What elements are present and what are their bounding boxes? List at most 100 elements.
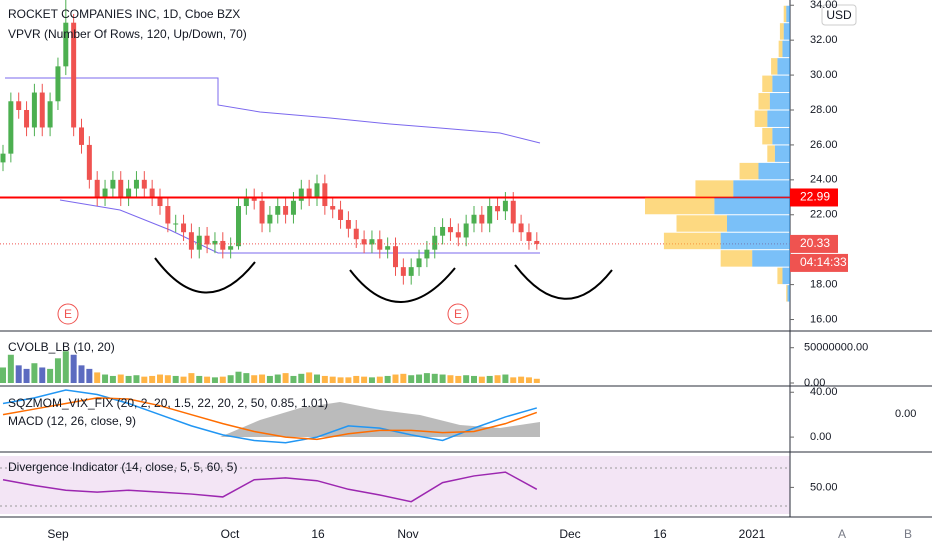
- profile-up: [772, 127, 790, 145]
- candle-body: [251, 197, 257, 201]
- y-tick-label: 0.00: [810, 431, 831, 443]
- volume-bar: [337, 377, 344, 383]
- currency[interactable]: USD: [826, 8, 852, 22]
- y-tick-label: 16.00: [810, 313, 838, 325]
- volume-bar: [62, 351, 69, 383]
- volume-bar: [157, 374, 163, 383]
- candle-body: [502, 200, 508, 212]
- volume-bar: [180, 376, 187, 383]
- candle-body: [102, 188, 108, 198]
- volume-bar: [502, 374, 509, 383]
- y-tick-label: 34.00: [810, 0, 838, 11]
- volume-bar: [329, 376, 336, 383]
- candle-body: [63, 22, 69, 67]
- scale-button[interactable]: B: [904, 527, 912, 541]
- volume-bar: [525, 377, 532, 383]
- volume-bar: [408, 375, 415, 383]
- pattern-bowl: [514, 264, 613, 300]
- candle-body: [463, 223, 469, 238]
- candle-body: [126, 188, 132, 198]
- earnings-marker[interactable]: [447, 303, 469, 325]
- profile-up: [767, 110, 790, 127]
- currency-button[interactable]: [821, 4, 857, 26]
- volume-bar: [266, 375, 273, 383]
- candle-body: [518, 223, 524, 233]
- volume-bar: [78, 365, 85, 383]
- candle-body: [432, 235, 438, 250]
- volume-bar: [125, 375, 132, 383]
- volume-bar: [392, 374, 399, 383]
- candle-body: [290, 200, 296, 215]
- candle-body: [345, 220, 351, 229]
- profile-up: [758, 162, 790, 180]
- candle-body: [94, 179, 100, 198]
- level-badge: [790, 188, 838, 207]
- candle-body: [298, 188, 304, 201]
- y-tick-label: 50000000.00: [804, 342, 868, 354]
- candle-body: [487, 206, 493, 224]
- divergence-band: [0, 456, 790, 514]
- profile-up: [783, 23, 790, 40]
- y-tick-label: 22.00: [810, 209, 838, 221]
- volume-bar: [31, 363, 38, 383]
- profile-down: [767, 145, 775, 162]
- volume-bar: [15, 365, 22, 383]
- candle-body: [385, 246, 391, 250]
- candle-body: [212, 240, 218, 245]
- pane-title: CVOLB_LB (10, 20): [8, 340, 115, 354]
- profile-down: [778, 40, 783, 58]
- candle-body: [534, 240, 540, 244]
- volume-bar: [290, 375, 297, 383]
- candle-body: [275, 206, 281, 215]
- pane-title: Divergence Indicator (14, close, 5, 5, 6…: [8, 460, 237, 474]
- profile-up: [733, 180, 790, 197]
- profile-up: [786, 5, 790, 23]
- profile-down: [779, 23, 784, 40]
- profile-down: [783, 5, 787, 23]
- volume-bar: [423, 373, 430, 383]
- candle-body: [196, 235, 202, 250]
- volume-bar: [471, 375, 477, 383]
- volume-bar: [243, 373, 250, 383]
- pane-title: SQZMOM_VIX_FIX (20, 2, 20, 1.5, 22, 20, …: [8, 396, 328, 410]
- volume-bar: [211, 377, 218, 383]
- volume-bar: [39, 367, 46, 383]
- profile-up: [726, 215, 790, 232]
- earnings-marker[interactable]: [57, 303, 79, 325]
- candle-body: [181, 223, 187, 233]
- candle-body: [424, 249, 430, 259]
- candle-body: [471, 214, 477, 224]
- volume-bar: [510, 377, 517, 383]
- profile-up: [782, 40, 790, 58]
- candle-body: [71, 22, 77, 128]
- volume-bar: [133, 375, 140, 383]
- candle-body: [220, 240, 226, 250]
- volume-bar: [172, 375, 179, 383]
- volume-bar: [23, 368, 30, 383]
- candle-body: [526, 232, 532, 241]
- profile-up: [777, 58, 790, 75]
- volume-bar: [455, 375, 462, 383]
- y-tick-label: 30.00: [810, 69, 838, 81]
- profile-up: [787, 285, 790, 302]
- earnings-label[interactable]: E: [454, 307, 462, 321]
- volume-bar: [353, 375, 360, 383]
- scale-button[interactable]: A: [838, 527, 846, 541]
- profile-down: [786, 285, 788, 302]
- candle-body: [228, 246, 234, 250]
- earnings-label[interactable]: E: [64, 307, 72, 321]
- y-tick-label: 24.00: [810, 174, 838, 186]
- volume-bar: [274, 374, 281, 383]
- candle-body: [118, 179, 124, 198]
- x-tick-label: 16: [653, 527, 667, 541]
- volume-bar: [86, 368, 93, 383]
- chart-subtitle: VPVR (Number Of Rows, 120, Up/Down, 70): [8, 27, 247, 41]
- candle-body: [306, 188, 312, 198]
- y2-tick-label: 0.00: [895, 408, 916, 420]
- volume-bar: [400, 373, 407, 383]
- profile-down: [771, 58, 778, 75]
- volume-bar: [361, 376, 368, 383]
- volume-bar: [109, 375, 116, 383]
- volume-bar: [518, 376, 525, 383]
